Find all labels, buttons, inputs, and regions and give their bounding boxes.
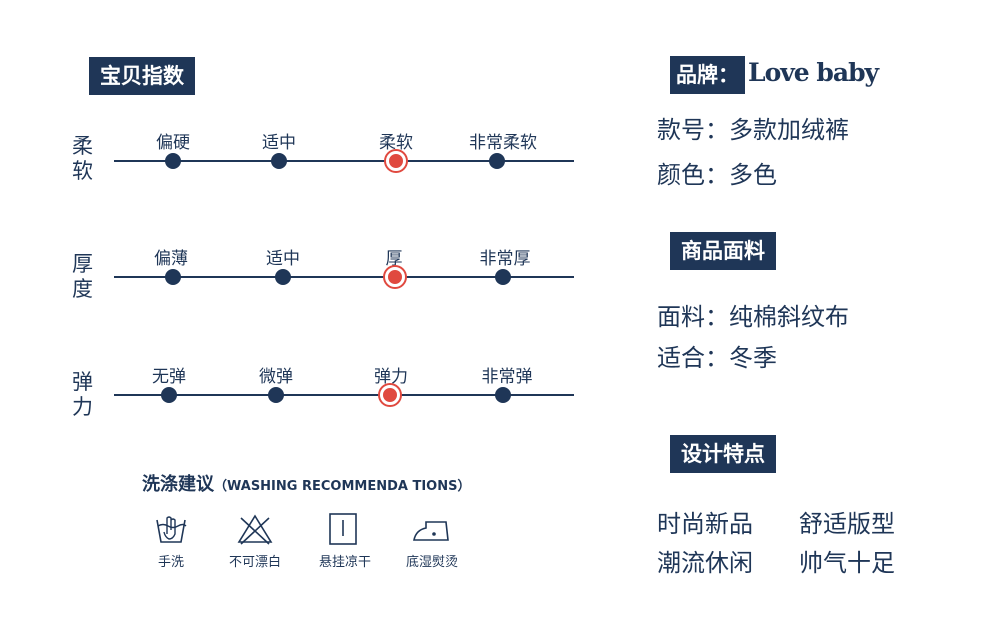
brand-name: Love baby xyxy=(748,58,879,87)
thickness-dot-selected xyxy=(385,267,405,287)
thickness-scale-line xyxy=(114,276,574,278)
design-title: 设计特点 xyxy=(670,435,776,473)
elasticity-scale-line xyxy=(114,394,574,396)
washing-title-cn: 洗涤建议 xyxy=(142,474,214,495)
softness-dot-1 xyxy=(165,153,181,169)
design-feature-1: 时尚新品 xyxy=(657,510,753,538)
hand-wash-icon xyxy=(151,512,191,546)
softness-option-2: 适中 xyxy=(262,133,296,153)
thickness-option-1: 偏薄 xyxy=(154,249,188,269)
product-model: 款号：多款加绒裤 xyxy=(657,116,849,144)
row-label-elasticity: 弹力 xyxy=(72,370,93,419)
no-bleach-icon xyxy=(235,512,275,546)
washing-title-en: （WASHING RECOMMENDA TIONS） xyxy=(214,479,471,494)
thickness-option-3: 厚 xyxy=(385,249,403,269)
thickness-dot-2 xyxy=(275,269,291,285)
thickness-option-4: 非常厚 xyxy=(479,249,531,269)
elasticity-option-2: 微弹 xyxy=(259,367,293,387)
thickness-option-2: 适中 xyxy=(266,249,300,269)
elasticity-dot-2 xyxy=(268,387,284,403)
row-label-softness: 柔软 xyxy=(72,134,93,183)
design-feature-3: 潮流休闲 xyxy=(657,549,753,577)
softness-dot-4 xyxy=(489,153,505,169)
softness-option-4: 非常柔软 xyxy=(469,133,537,153)
hang-dry-icon xyxy=(323,512,363,546)
wash-label-hang-dry: 悬挂凉干 xyxy=(318,555,372,570)
design-feature-4: 帅气十足 xyxy=(799,549,895,577)
fabric-title: 商品面料 xyxy=(670,232,776,270)
elasticity-option-3: 弹力 xyxy=(374,367,408,387)
softness-dot-2 xyxy=(271,153,287,169)
elasticity-dot-1 xyxy=(161,387,177,403)
elasticity-dot-4 xyxy=(495,387,511,403)
low-iron-icon xyxy=(412,512,452,546)
wash-label-hand-wash: 手洗 xyxy=(157,555,185,570)
elasticity-option-4: 非常弹 xyxy=(481,367,533,387)
brand-label: 品牌： xyxy=(670,56,745,94)
fabric-season: 适合：冬季 xyxy=(657,344,777,372)
fabric-material: 面料：纯棉斜纹布 xyxy=(657,303,849,331)
design-feature-2: 舒适版型 xyxy=(799,510,895,538)
thickness-dot-4 xyxy=(495,269,511,285)
softness-option-1: 偏硬 xyxy=(156,133,190,153)
softness-dot-selected xyxy=(386,151,406,171)
elasticity-dot-selected xyxy=(380,385,400,405)
softness-option-3: 柔软 xyxy=(379,133,413,153)
softness-scale-line xyxy=(114,160,574,162)
washing-title: 洗涤建议（WASHING RECOMMENDA TIONS） xyxy=(142,470,470,496)
thickness-dot-1 xyxy=(165,269,181,285)
wash-label-no-bleach: 不可漂白 xyxy=(228,555,282,570)
product-color: 颜色：多色 xyxy=(657,161,777,189)
elasticity-option-1: 无弹 xyxy=(152,367,186,387)
index-title: 宝贝指数 xyxy=(89,57,195,95)
wash-label-low-iron: 底湿熨烫 xyxy=(405,555,459,570)
row-label-thickness: 厚度 xyxy=(72,252,93,301)
